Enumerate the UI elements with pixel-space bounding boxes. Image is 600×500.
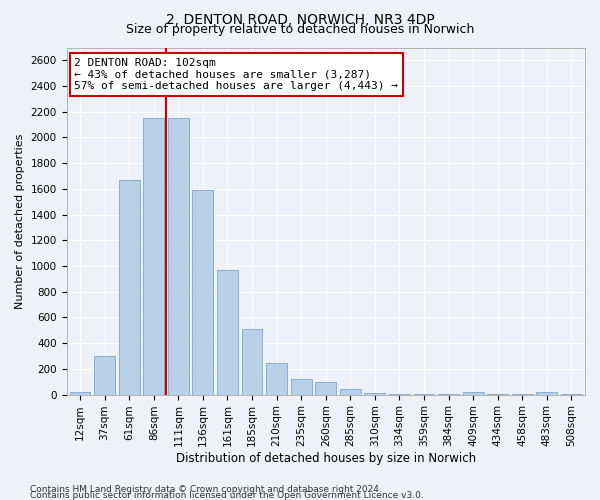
Bar — [536, 392, 557, 394]
Text: 2 DENTON ROAD: 102sqm
← 43% of detached houses are smaller (3,287)
57% of semi-d: 2 DENTON ROAD: 102sqm ← 43% of detached … — [74, 58, 398, 91]
Bar — [291, 379, 311, 394]
Bar — [119, 180, 140, 394]
Bar — [340, 390, 361, 394]
Bar — [217, 270, 238, 394]
Bar — [266, 363, 287, 394]
X-axis label: Distribution of detached houses by size in Norwich: Distribution of detached houses by size … — [176, 452, 476, 465]
Text: Contains HM Land Registry data © Crown copyright and database right 2024.: Contains HM Land Registry data © Crown c… — [30, 485, 382, 494]
Bar — [242, 329, 262, 394]
Bar — [364, 393, 385, 394]
Text: Size of property relative to detached houses in Norwich: Size of property relative to detached ho… — [126, 22, 474, 36]
Bar — [193, 190, 214, 394]
Bar — [463, 392, 484, 394]
Bar — [94, 356, 115, 395]
Bar — [70, 392, 91, 394]
Text: 2, DENTON ROAD, NORWICH, NR3 4DP: 2, DENTON ROAD, NORWICH, NR3 4DP — [166, 12, 434, 26]
Text: Contains public sector information licensed under the Open Government Licence v3: Contains public sector information licen… — [30, 490, 424, 500]
Bar — [143, 118, 164, 394]
Bar — [316, 382, 336, 394]
Y-axis label: Number of detached properties: Number of detached properties — [15, 134, 25, 308]
Bar — [168, 118, 189, 394]
